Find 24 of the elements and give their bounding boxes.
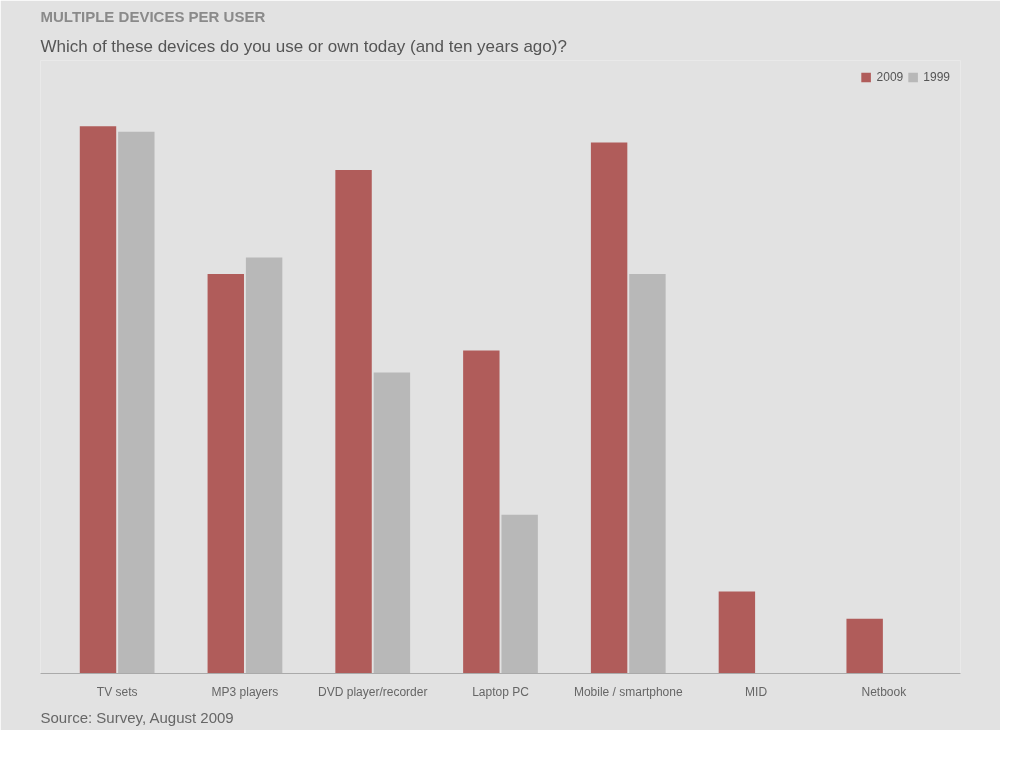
source-note: Source: Survey, August 2009 [40, 708, 234, 726]
bar [79, 126, 117, 674]
x-tick-label: Netbook [861, 684, 908, 699]
chart-title: MULTIPLE DEVICES PER USER [40, 7, 266, 25]
bar [846, 618, 883, 674]
chart-subtitle: Which of these devices do you use or own today (and ten years ago)? [40, 36, 567, 56]
x-tick-label: MID [745, 684, 768, 699]
bar [629, 273, 666, 674]
bar [501, 514, 538, 674]
bar [207, 273, 244, 674]
x-tick-label: Mobile / smartphone [573, 684, 683, 699]
x-tick-label: TV sets [96, 684, 138, 699]
bar [463, 350, 500, 674]
bar [118, 131, 155, 674]
x-tick-label: MP3 players [211, 684, 279, 699]
x-tick-label: DVD player/recorder [318, 684, 428, 699]
bar [718, 591, 756, 674]
bar [245, 257, 283, 674]
bar [590, 142, 628, 674]
bar [373, 372, 411, 674]
legend-label: 1999 [923, 70, 950, 84]
legend-label: 2009 [876, 70, 904, 84]
x-tick-label: Laptop PC [472, 684, 530, 699]
bar [335, 169, 372, 674]
